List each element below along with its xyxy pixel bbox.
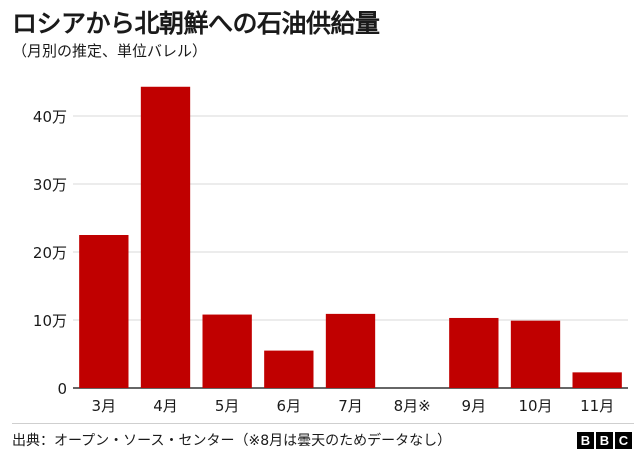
x-tick-label: 3月 xyxy=(92,397,117,415)
x-tick-label: 7月 xyxy=(338,397,363,415)
logo-letter: B xyxy=(577,432,594,449)
bar xyxy=(510,320,561,388)
chart-title: ロシアから北朝鮮への石油供給量 xyxy=(12,9,380,38)
x-tick-label: 10月 xyxy=(518,397,552,415)
x-tick-label: 6月 xyxy=(277,397,302,415)
y-tick-label: 20万 xyxy=(33,244,67,262)
x-tick-label: 9月 xyxy=(462,397,487,415)
logo-letter: C xyxy=(615,432,632,449)
chart-subtitle: （月別の推定、単位バレル） xyxy=(12,42,208,60)
x-tick-label: 5月 xyxy=(215,397,240,415)
bar xyxy=(572,372,622,388)
bar xyxy=(79,235,129,388)
x-axis-ticks: 3月 4月 5月 6月 7月 8月※ 9月 10月 11月 xyxy=(92,397,615,415)
bar xyxy=(264,350,314,388)
bar xyxy=(325,313,376,388)
source-note: 出典：オープン・ソース・センター（※8月は曇天のためデータなし） xyxy=(12,433,452,449)
bar xyxy=(449,317,499,388)
y-tick-label: 0 xyxy=(57,380,67,398)
y-tick-label: 30万 xyxy=(33,176,67,194)
x-tick-label: 8月※ xyxy=(394,397,431,415)
y-axis-ticks: 0 10万 20万 30万 40万 xyxy=(33,108,67,398)
footer-divider xyxy=(12,423,634,424)
bars xyxy=(79,86,622,388)
x-tick-label: 4月 xyxy=(153,397,178,415)
bar xyxy=(202,314,252,388)
x-tick-label: 11月 xyxy=(580,397,614,415)
logo-letter: B xyxy=(596,432,613,449)
bar xyxy=(140,86,191,388)
bbc-logo: B B C xyxy=(577,432,632,449)
y-tick-label: 40万 xyxy=(33,108,67,126)
y-tick-label: 10万 xyxy=(33,312,67,330)
